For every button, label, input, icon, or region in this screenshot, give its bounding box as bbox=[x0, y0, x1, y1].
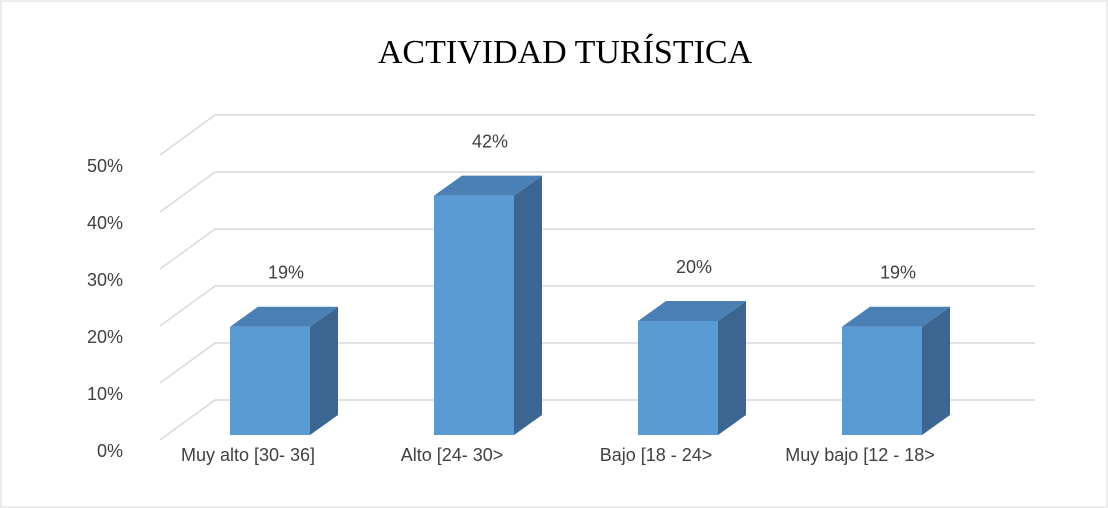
bar-front bbox=[230, 326, 310, 435]
y-tick-label: 10% bbox=[87, 384, 123, 404]
y-tick-label: 50% bbox=[87, 156, 123, 176]
grid-line bbox=[159, 171, 1035, 213]
bar-side bbox=[922, 306, 950, 435]
bar-side bbox=[718, 301, 746, 435]
bar-front bbox=[842, 326, 922, 435]
data-label: 19% bbox=[268, 262, 304, 282]
bar bbox=[638, 301, 746, 435]
bar-side bbox=[514, 175, 542, 435]
bar-front bbox=[638, 321, 718, 435]
y-tick-label: 20% bbox=[87, 327, 123, 347]
grid-line bbox=[159, 342, 1035, 384]
bar bbox=[230, 306, 338, 435]
bar-top bbox=[434, 175, 542, 196]
x-tick-label: Alto [24- 30> bbox=[401, 445, 504, 465]
data-label: 20% bbox=[676, 257, 712, 277]
grid-line bbox=[159, 228, 1035, 270]
data-label: 19% bbox=[880, 262, 916, 282]
bar-front bbox=[434, 195, 514, 435]
bar-top bbox=[230, 306, 338, 327]
bar-side bbox=[310, 306, 338, 435]
y-tick-label: 30% bbox=[87, 270, 123, 290]
x-tick-label: Muy bajo [12 - 18> bbox=[785, 445, 935, 465]
bar bbox=[842, 306, 950, 435]
bar bbox=[434, 175, 542, 435]
grid-line bbox=[159, 399, 1035, 441]
x-tick-label: Muy alto [30- 36] bbox=[181, 445, 315, 465]
y-tick-label: 40% bbox=[87, 213, 123, 233]
grid-line bbox=[159, 114, 1035, 156]
y-tick-label: 0% bbox=[97, 441, 123, 461]
x-tick-label: Bajo [18 - 24> bbox=[600, 445, 713, 465]
chart-title: ACTIVIDAD TURÍSTICA bbox=[378, 34, 753, 71]
bar-top bbox=[638, 301, 746, 321]
bar-top bbox=[842, 306, 950, 327]
grid-line bbox=[159, 285, 1035, 327]
data-label: 42% bbox=[472, 131, 508, 151]
